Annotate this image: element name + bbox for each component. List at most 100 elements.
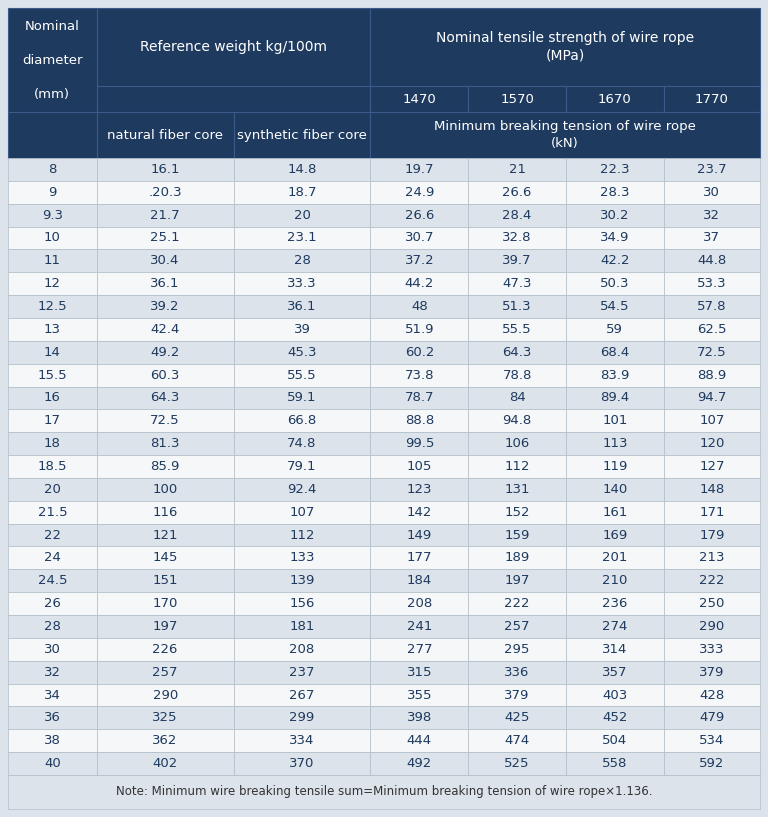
Bar	[370, 661, 468, 684]
Bar	[233, 730, 370, 752]
Bar	[97, 638, 233, 661]
Bar	[370, 684, 468, 707]
Bar	[566, 364, 664, 386]
Bar	[97, 661, 233, 684]
Bar	[233, 569, 370, 592]
Text: 32: 32	[703, 208, 720, 221]
Bar	[370, 455, 468, 478]
Text: 44.2: 44.2	[405, 277, 434, 290]
Bar	[8, 569, 97, 592]
Bar	[370, 8, 760, 86]
Bar	[566, 501, 664, 524]
Text: 42.4: 42.4	[151, 323, 180, 336]
Bar	[566, 318, 664, 341]
Text: 33.3: 33.3	[287, 277, 317, 290]
Text: 48: 48	[411, 300, 428, 313]
Text: 21.7: 21.7	[151, 208, 180, 221]
Text: 116: 116	[153, 506, 178, 519]
Bar	[566, 432, 664, 455]
Text: 1670: 1670	[598, 92, 632, 105]
Bar	[8, 592, 97, 615]
Bar	[233, 226, 370, 249]
Text: natural fiber core: natural fiber core	[108, 128, 223, 141]
Text: 112: 112	[505, 460, 530, 473]
Bar	[370, 478, 468, 501]
Bar	[233, 661, 370, 684]
Bar	[8, 547, 97, 569]
Bar	[8, 318, 97, 341]
Text: 53.3: 53.3	[697, 277, 727, 290]
Bar	[233, 455, 370, 478]
Text: 99.5: 99.5	[405, 437, 434, 450]
Text: 120: 120	[699, 437, 724, 450]
Bar	[370, 409, 468, 432]
Text: 492: 492	[407, 757, 432, 770]
Text: 452: 452	[602, 712, 627, 725]
Bar	[370, 249, 468, 272]
Text: 237: 237	[290, 666, 315, 679]
Text: 22.3: 22.3	[600, 163, 630, 176]
Text: 84: 84	[508, 391, 525, 404]
Text: 152: 152	[505, 506, 530, 519]
Bar	[97, 386, 233, 409]
Bar	[468, 501, 566, 524]
Bar	[664, 86, 760, 112]
Bar	[233, 547, 370, 569]
Bar	[566, 547, 664, 569]
Bar	[566, 592, 664, 615]
Bar	[233, 341, 370, 364]
Text: 444: 444	[407, 734, 432, 748]
Bar	[97, 112, 233, 158]
Text: 20: 20	[293, 208, 310, 221]
Text: 210: 210	[602, 574, 627, 587]
Bar	[566, 341, 664, 364]
Text: 36.1: 36.1	[287, 300, 316, 313]
Bar	[664, 638, 760, 661]
Bar	[664, 364, 760, 386]
Text: 8: 8	[48, 163, 57, 176]
Bar	[566, 638, 664, 661]
Text: 25.1: 25.1	[151, 231, 180, 244]
Bar	[566, 615, 664, 638]
Bar	[97, 295, 233, 318]
Bar	[97, 158, 233, 181]
Text: 222: 222	[505, 597, 530, 610]
Bar	[370, 158, 468, 181]
Bar	[468, 638, 566, 661]
Text: 159: 159	[505, 529, 530, 542]
Bar	[370, 730, 468, 752]
Text: 21.5: 21.5	[38, 506, 67, 519]
Text: 28.4: 28.4	[502, 208, 531, 221]
Bar	[97, 684, 233, 707]
Text: 274: 274	[602, 620, 627, 633]
Bar	[97, 592, 233, 615]
Text: 149: 149	[407, 529, 432, 542]
Bar	[566, 272, 664, 295]
Bar	[468, 752, 566, 775]
Bar	[566, 730, 664, 752]
Bar	[664, 432, 760, 455]
Text: 30: 30	[44, 643, 61, 656]
Text: 16: 16	[44, 391, 61, 404]
Text: 402: 402	[153, 757, 178, 770]
Text: Minimum breaking tension of wire rope
(kN): Minimum breaking tension of wire rope (k…	[434, 120, 696, 150]
Bar	[97, 318, 233, 341]
Bar	[233, 638, 370, 661]
Bar	[233, 615, 370, 638]
Text: 314: 314	[602, 643, 627, 656]
Bar	[233, 158, 370, 181]
Bar	[566, 752, 664, 775]
Text: 105: 105	[407, 460, 432, 473]
Text: 83.9: 83.9	[600, 368, 630, 382]
Text: 36.1: 36.1	[151, 277, 180, 290]
Bar	[566, 409, 664, 432]
Text: 370: 370	[290, 757, 315, 770]
Bar	[566, 569, 664, 592]
Bar	[8, 249, 97, 272]
Text: 20: 20	[44, 483, 61, 496]
Text: 222: 222	[699, 574, 725, 587]
Bar	[8, 432, 97, 455]
Bar	[566, 181, 664, 203]
Text: 15.5: 15.5	[38, 368, 67, 382]
Bar	[233, 592, 370, 615]
